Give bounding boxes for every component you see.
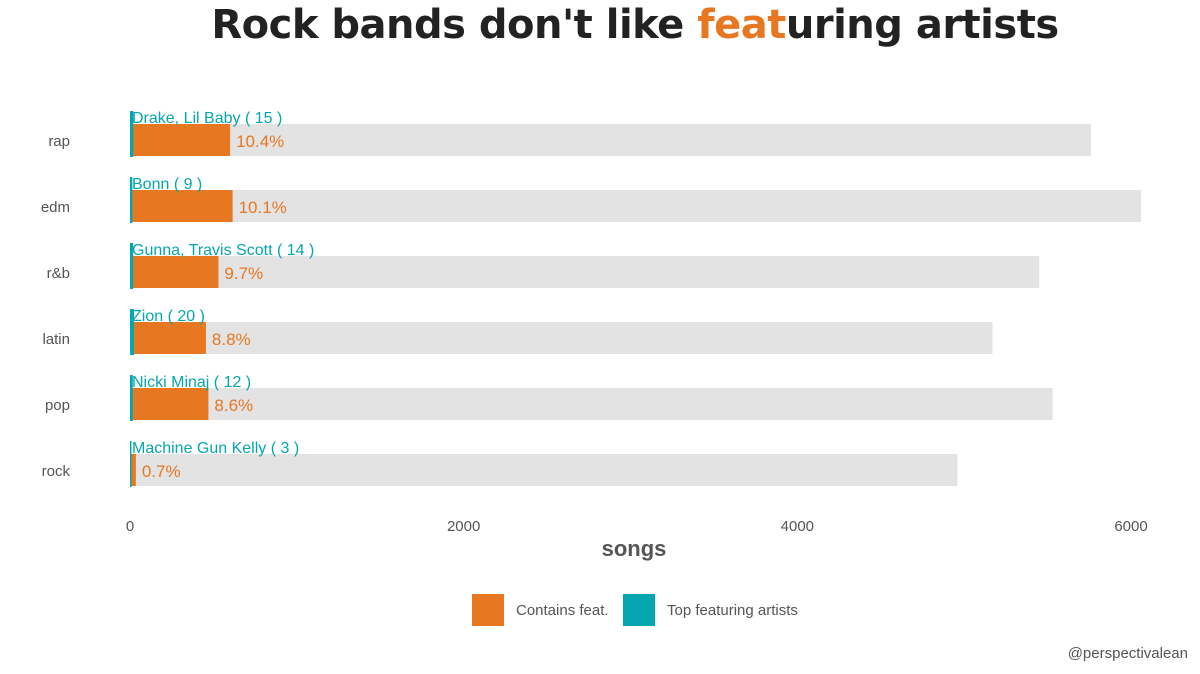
feat-bar bbox=[130, 190, 233, 222]
legend-item-feat: Contains feat. bbox=[472, 594, 609, 626]
x-tick-label: 4000 bbox=[781, 518, 814, 535]
artist-bar bbox=[130, 309, 134, 355]
total-bar bbox=[130, 388, 1053, 420]
category-label: rock bbox=[42, 463, 71, 480]
feat-bar bbox=[130, 454, 136, 486]
feat-bar bbox=[130, 388, 209, 420]
chart-title: Rock bands don't like featuring artists bbox=[0, 2, 1200, 48]
total-bar bbox=[130, 124, 1091, 156]
artist-label: Nicki Minaj ( 12 ) bbox=[132, 374, 251, 391]
category-label: rap bbox=[48, 133, 70, 150]
x-tick-label: 0 bbox=[126, 518, 134, 535]
percent-label: 8.6% bbox=[214, 396, 253, 415]
category-label: edm bbox=[41, 199, 70, 216]
bar-chart: rap 10.4% Drake, Lil Baby ( 15 ) edm 10.1% Bo… bbox=[41, 110, 1148, 561]
x-axis-title: songs bbox=[602, 536, 667, 561]
credit-handle: @perspectivalean bbox=[1067, 645, 1188, 662]
chart-title-part2: uring artists bbox=[785, 2, 1059, 48]
total-bar bbox=[130, 322, 993, 354]
legend-item-artists: Top featuring artists bbox=[623, 594, 798, 626]
feat-bar bbox=[130, 124, 231, 156]
legend-swatch-artists bbox=[623, 594, 655, 626]
artist-bar bbox=[130, 177, 133, 223]
category-label: latin bbox=[42, 331, 70, 348]
artist-label: Zion ( 20 ) bbox=[132, 308, 205, 325]
legend-swatch-feat bbox=[472, 594, 504, 626]
legend-label-feat: Contains feat. bbox=[516, 601, 609, 619]
chart-title-highlight: feat bbox=[697, 2, 786, 48]
artist-label: Drake, Lil Baby ( 15 ) bbox=[132, 110, 282, 127]
artist-label: Machine Gun Kelly ( 3 ) bbox=[132, 440, 299, 457]
legend-label-artists: Top featuring artists bbox=[667, 601, 798, 619]
feat-bar bbox=[130, 322, 206, 354]
feat-bar bbox=[130, 256, 219, 288]
artist-bar bbox=[130, 243, 134, 289]
x-tick-label: 2000 bbox=[447, 518, 480, 535]
percent-label: 10.4% bbox=[236, 132, 284, 151]
total-bar bbox=[130, 256, 1040, 288]
artist-bar bbox=[130, 441, 132, 487]
artist-label: Bonn ( 9 ) bbox=[132, 176, 202, 193]
x-tick-label: 6000 bbox=[1114, 518, 1147, 535]
percent-label: 9.7% bbox=[224, 264, 263, 283]
category-label: pop bbox=[45, 397, 70, 414]
artist-label: Gunna, Travis Scott ( 14 ) bbox=[132, 242, 314, 259]
percent-label: 8.8% bbox=[212, 330, 251, 349]
artist-bar bbox=[130, 111, 134, 157]
chart-title-part1: Rock bands don't like bbox=[211, 2, 698, 48]
category-label: r&b bbox=[47, 265, 70, 282]
total-bar bbox=[130, 190, 1142, 222]
total-bar bbox=[130, 454, 958, 486]
artist-bar bbox=[130, 375, 133, 421]
percent-label: 0.7% bbox=[142, 462, 181, 481]
percent-label: 10.1% bbox=[239, 198, 287, 217]
